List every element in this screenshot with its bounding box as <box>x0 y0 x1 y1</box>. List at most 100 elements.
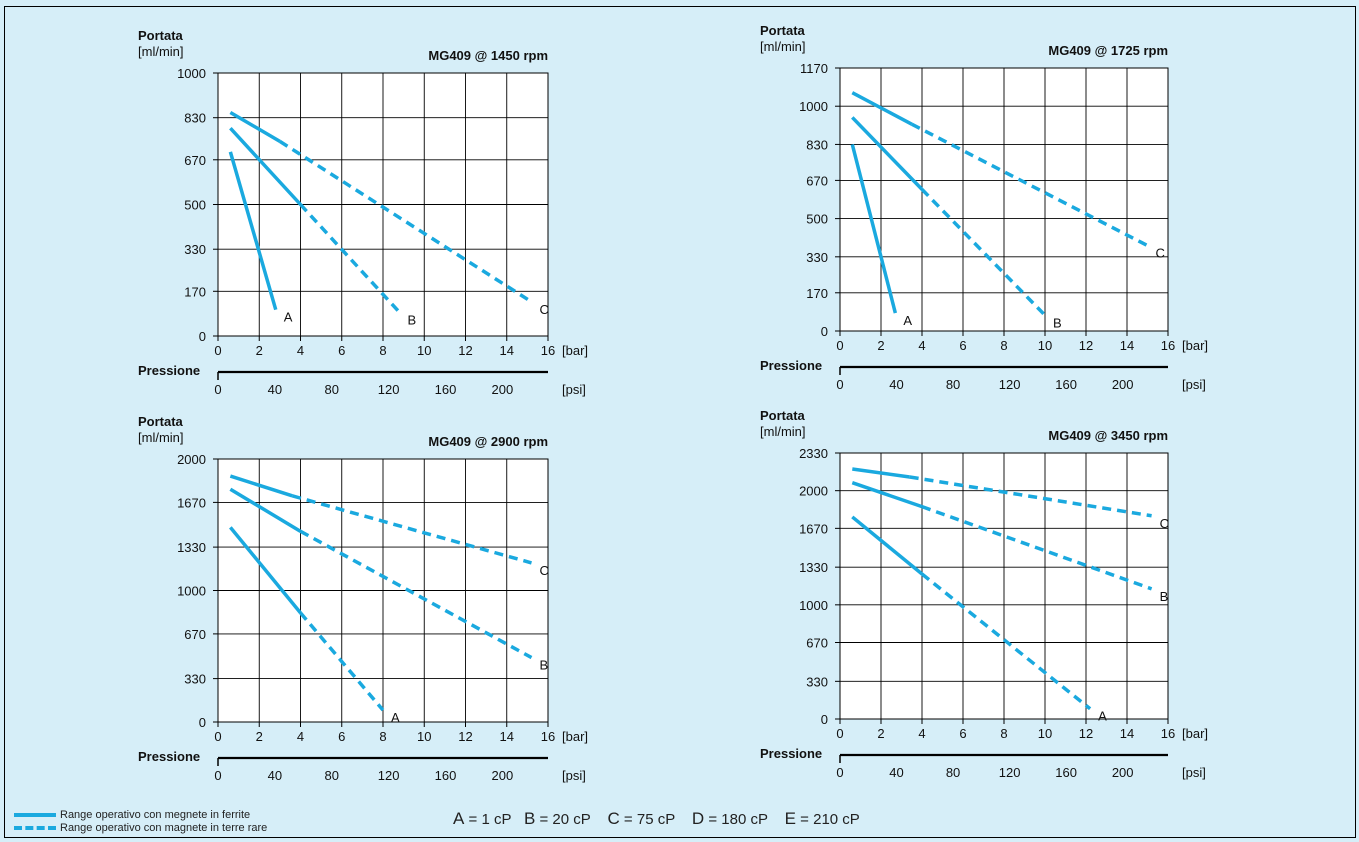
figure-frame <box>4 6 1356 838</box>
y-axis-title: Portata <box>760 23 806 38</box>
x-tick-label: 2 <box>256 729 263 744</box>
x-tick-label: 4 <box>297 343 304 358</box>
series-label: C <box>540 302 549 317</box>
psi-tick-label: 200 <box>1112 377 1134 392</box>
y-axis-unit: [ml/min] <box>138 44 184 59</box>
x-tick-label: 8 <box>1000 726 1007 741</box>
chart-title: MG409 @ 1450 rpm <box>428 48 548 63</box>
line-style-legend: Range operativo con megnete in ferrite R… <box>14 808 267 834</box>
psi-tick-label: 40 <box>268 382 282 397</box>
x-tick-label: 14 <box>500 729 514 744</box>
y-tick-label: 330 <box>184 242 206 257</box>
y-tick-label: 1000 <box>177 66 206 81</box>
y-tick-label: 500 <box>806 212 828 227</box>
psi-tick-label: 0 <box>836 765 843 780</box>
series-c-dashed <box>278 139 533 304</box>
pressure-axis-title: Pressione <box>138 363 200 378</box>
y-tick-label: 670 <box>806 173 828 188</box>
psi-tick-label: 80 <box>946 765 960 780</box>
psi-tick-label: 40 <box>889 765 903 780</box>
series-c-dashed <box>909 475 1152 518</box>
series-a-dashed <box>299 611 385 712</box>
psi-tick-label: 120 <box>378 382 400 397</box>
x-tick-label: 6 <box>959 338 966 353</box>
psi-unit-label: [psi] <box>1182 765 1206 780</box>
series-label: A <box>284 310 293 325</box>
y-axis-unit: [ml/min] <box>138 430 184 445</box>
x-unit-label: [bar] <box>562 729 588 744</box>
psi-tick-label: 0 <box>836 377 843 392</box>
psi-unit-label: [psi] <box>1182 377 1206 392</box>
y-tick-label: 170 <box>806 286 828 301</box>
series-a-dashed <box>920 572 1092 711</box>
x-tick-label: 2 <box>256 343 263 358</box>
psi-tick-label: 160 <box>1055 377 1077 392</box>
psi-tick-label: 160 <box>1055 765 1077 780</box>
x-unit-label: [bar] <box>1182 338 1208 353</box>
x-tick-label: 16 <box>1161 726 1175 741</box>
series-b-dashed <box>921 505 1153 591</box>
y-tick-label: 670 <box>184 153 206 168</box>
key-value: = 75 cP <box>623 811 676 828</box>
y-tick-label: 0 <box>821 324 828 339</box>
y-tick-label: 1000 <box>799 598 828 613</box>
x-unit-label: [bar] <box>1182 726 1208 741</box>
chart-title: MG409 @ 2900 rpm <box>428 434 548 449</box>
psi-tick-label: 200 <box>1112 765 1134 780</box>
y-axis-unit: [ml/min] <box>760 39 806 54</box>
solid-line-swatch <box>14 812 56 817</box>
pressure-axis-title: Pressione <box>760 358 822 373</box>
x-tick-label: 4 <box>918 726 925 741</box>
series-a-solid <box>850 143 898 314</box>
psi-tick-label: 80 <box>946 377 960 392</box>
x-unit-label: [bar] <box>562 343 588 358</box>
psi-tick-label: 0 <box>214 768 221 783</box>
x-tick-label: 14 <box>500 343 514 358</box>
x-tick-label: 8 <box>1000 338 1007 353</box>
series-b-solid <box>851 116 924 191</box>
y-tick-label: 330 <box>806 250 828 265</box>
dashed-line-swatch <box>14 825 56 830</box>
y-tick-label: 330 <box>806 674 828 689</box>
series-c-solid <box>229 474 293 498</box>
series-label: B <box>1053 315 1062 330</box>
x-tick-label: 8 <box>379 729 386 744</box>
y-tick-label: 2000 <box>177 452 206 467</box>
series-label: C <box>540 563 549 578</box>
psi-tick-label: 120 <box>999 765 1021 780</box>
x-tick-label: 6 <box>338 343 345 358</box>
x-tick-label: 12 <box>458 343 472 358</box>
psi-tick-label: 160 <box>435 768 457 783</box>
legend-solid-label: Range operativo con megnete in ferrite <box>60 808 251 821</box>
y-tick-label: 670 <box>806 636 828 651</box>
psi-tick-label: 80 <box>325 382 339 397</box>
legend-solid: Range operativo con megnete in ferrite <box>14 808 267 821</box>
psi-tick-label: 200 <box>492 382 514 397</box>
psi-unit-label: [psi] <box>562 382 586 397</box>
series-label: B <box>540 658 549 673</box>
series-b-solid <box>851 481 923 509</box>
x-tick-label: 16 <box>541 343 555 358</box>
series-a-solid <box>228 151 278 311</box>
y-tick-label: 1670 <box>177 495 206 510</box>
key-value: = 20 cP <box>539 811 591 828</box>
y-tick-label: 830 <box>184 111 206 126</box>
series-label: B <box>1160 589 1169 604</box>
x-tick-label: 6 <box>338 729 345 744</box>
y-tick-label: 670 <box>184 627 206 642</box>
psi-tick-label: 40 <box>889 377 903 392</box>
x-tick-label: 12 <box>458 729 472 744</box>
x-tick-label: 14 <box>1120 726 1134 741</box>
y-tick-label: 330 <box>184 672 206 687</box>
psi-tick-label: 160 <box>435 382 457 397</box>
series-label: A <box>1098 709 1107 724</box>
x-tick-label: 2 <box>877 338 884 353</box>
chart-title: MG409 @ 1725 rpm <box>1048 43 1168 58</box>
x-tick-label: 2 <box>877 726 884 741</box>
y-tick-label: 2000 <box>799 484 828 499</box>
series-label: A <box>903 313 912 328</box>
x-tick-label: 0 <box>214 343 221 358</box>
y-tick-label: 2330 <box>799 446 828 461</box>
legend-dashed-label: Range operativo con magnete in terre rar… <box>60 821 268 834</box>
